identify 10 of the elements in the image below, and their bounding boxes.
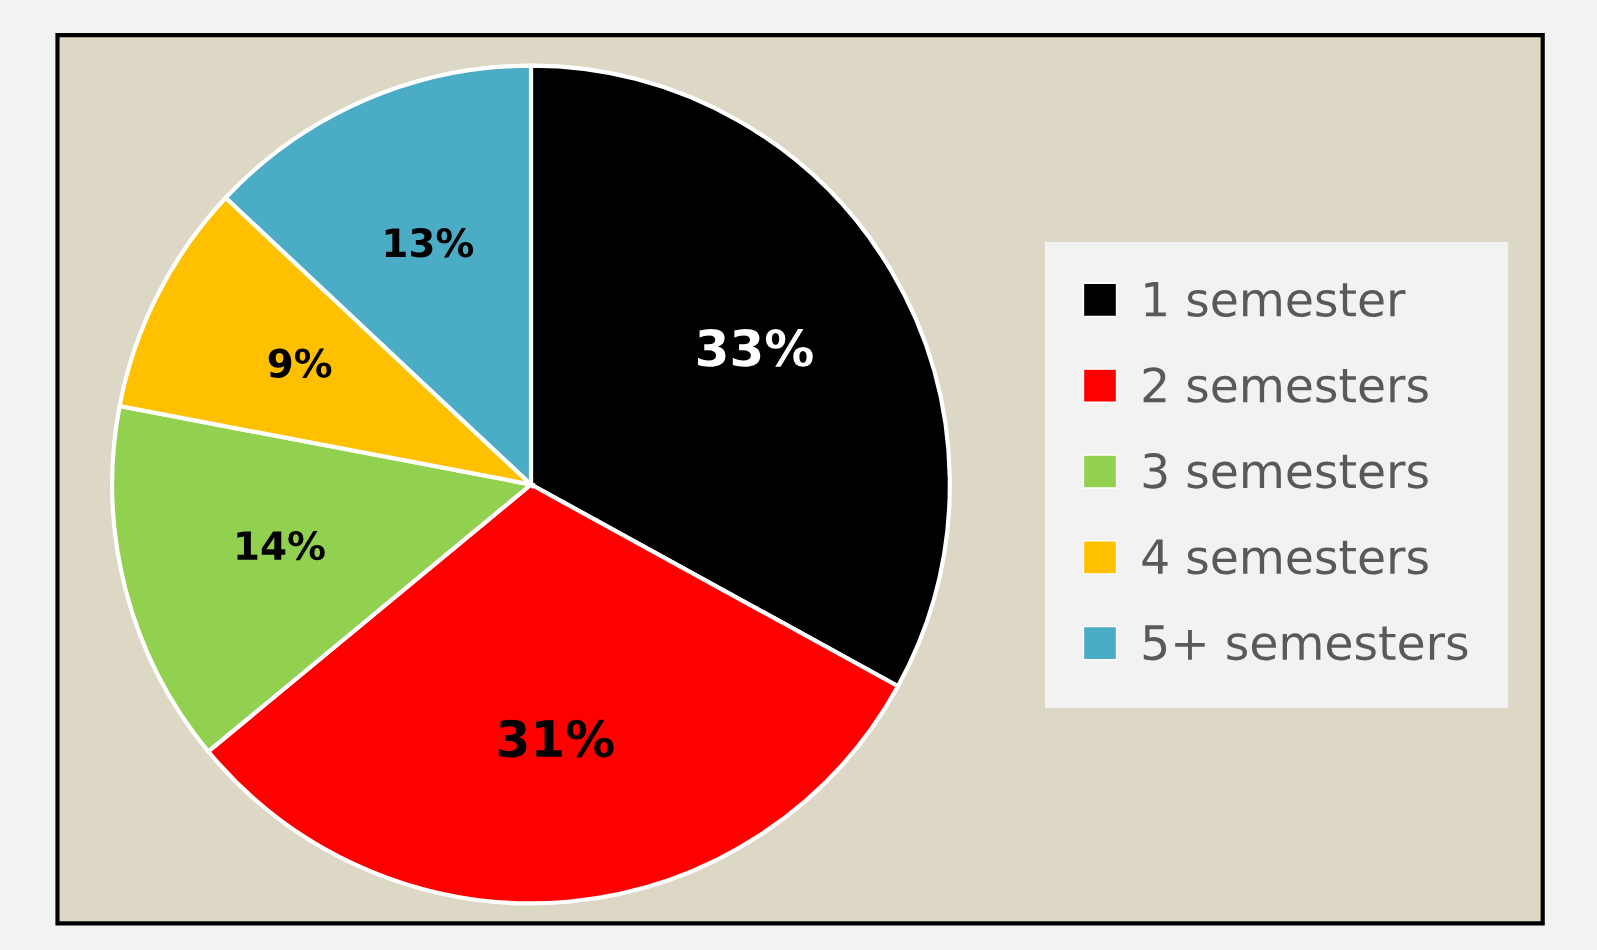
data-label: 33% <box>698 329 813 367</box>
legend-label: 4 semesters <box>1142 539 1428 575</box>
legend-label: 2 semesters <box>1143 367 1428 403</box>
legend-label: 5+ semesters <box>1143 625 1468 661</box>
legend-label: 3 semesters <box>1143 452 1428 489</box>
data-label: 9% <box>268 348 332 378</box>
data-label: 14% <box>237 530 325 561</box>
data-label: 13% <box>385 228 474 258</box>
legend-label: 1 semester <box>1145 281 1406 318</box>
data-label: 31% <box>498 719 614 758</box>
